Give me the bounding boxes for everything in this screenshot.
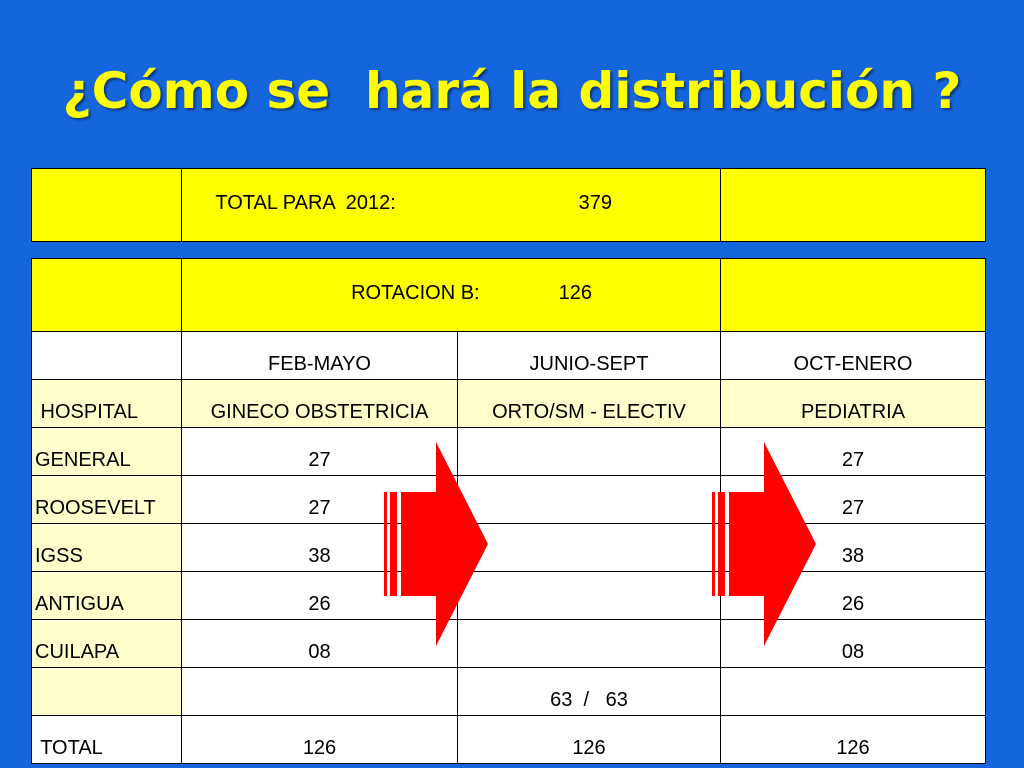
- hospital-name-cell: GENERAL: [31, 427, 182, 476]
- total-row: TOTAL 126 126 126: [31, 715, 986, 764]
- value-cell: [457, 475, 721, 524]
- value-cell: [181, 667, 458, 716]
- periods-row: FEB-MAYO JUNIO-SEPT OCT-ENERO: [31, 331, 986, 380]
- rotation-table: ROTACION B: 126 FEB-MAYO JUNIO-SEPT OCT-E…: [31, 258, 986, 764]
- value-cell: [457, 523, 721, 572]
- value-cell: 63 / 63: [457, 667, 721, 716]
- value-cell: 26: [181, 571, 458, 620]
- rotation-value: 126: [558, 282, 593, 304]
- hospital-name-cell: IGSS: [31, 523, 182, 572]
- value-cell: [720, 667, 986, 716]
- value-cell: 27: [181, 427, 458, 476]
- period-cell: JUNIO-SEPT: [457, 331, 721, 380]
- value-cell: 27: [720, 427, 986, 476]
- hospital-name-cell: ANTIGUA: [31, 571, 182, 620]
- table-row: IGSS 38 38: [31, 523, 986, 572]
- header-empty-cell: [720, 258, 986, 332]
- value-cell: 26: [720, 571, 986, 620]
- total-summary-cell: TOTAL PARA 2012: 379: [181, 168, 721, 242]
- total-empty-cell: [31, 168, 182, 242]
- table-row: CUILAPA 08 08: [31, 619, 986, 668]
- slide-title: ¿Cómo se hará la distribución ?: [62, 62, 962, 120]
- table-row: ANTIGUA 26 26: [31, 571, 986, 620]
- value-cell: [457, 571, 721, 620]
- hospital-column-header: HOSPITAL: [31, 379, 182, 428]
- specialties-row: HOSPITAL GINECO OBSTETRICIA ORTO/SM - EL…: [31, 379, 986, 428]
- specialty-cell: ORTO/SM - ELECTIV: [457, 379, 721, 428]
- value-cell: 27: [181, 475, 458, 524]
- total-value: 379: [578, 192, 613, 214]
- hospital-name-cell: ROOSEVELT: [31, 475, 182, 524]
- table-row: ROOSEVELT 27 27: [31, 475, 986, 524]
- total-label: TOTAL PARA 2012:: [215, 192, 396, 214]
- rotation-header-cell: ROTACION B: 126: [181, 258, 721, 332]
- total-cell: 126: [181, 715, 458, 764]
- period-cell: OCT-ENERO: [720, 331, 986, 380]
- table-row: GENERAL 27 27: [31, 427, 986, 476]
- value-cell: 38: [720, 523, 986, 572]
- total-summary-table: TOTAL PARA 2012: 379: [31, 168, 986, 242]
- periods-empty-cell: [31, 331, 182, 380]
- value-cell: 08: [181, 619, 458, 668]
- total-cell: 126: [457, 715, 721, 764]
- total-summary-row: TOTAL PARA 2012: 379: [31, 168, 986, 242]
- period-cell: FEB-MAYO: [181, 331, 458, 380]
- value-cell: [457, 619, 721, 668]
- rotation-label: ROTACION B:: [351, 282, 480, 304]
- rotation-header-row: ROTACION B: 126: [31, 258, 986, 332]
- total-cell: 126: [720, 715, 986, 764]
- total-empty-cell: [720, 168, 986, 242]
- value-cell: 38: [181, 523, 458, 572]
- value-cell: [457, 427, 721, 476]
- hospital-name-cell: [31, 667, 182, 716]
- value-cell: 27: [720, 475, 986, 524]
- hospital-name-cell: CUILAPA: [31, 619, 182, 668]
- table-row: 63 / 63: [31, 667, 986, 716]
- header-empty-cell: [31, 258, 182, 332]
- total-row-label: TOTAL: [31, 715, 182, 764]
- value-cell: 08: [720, 619, 986, 668]
- specialty-cell: PEDIATRIA: [720, 379, 986, 428]
- specialty-cell: GINECO OBSTETRICIA: [181, 379, 458, 428]
